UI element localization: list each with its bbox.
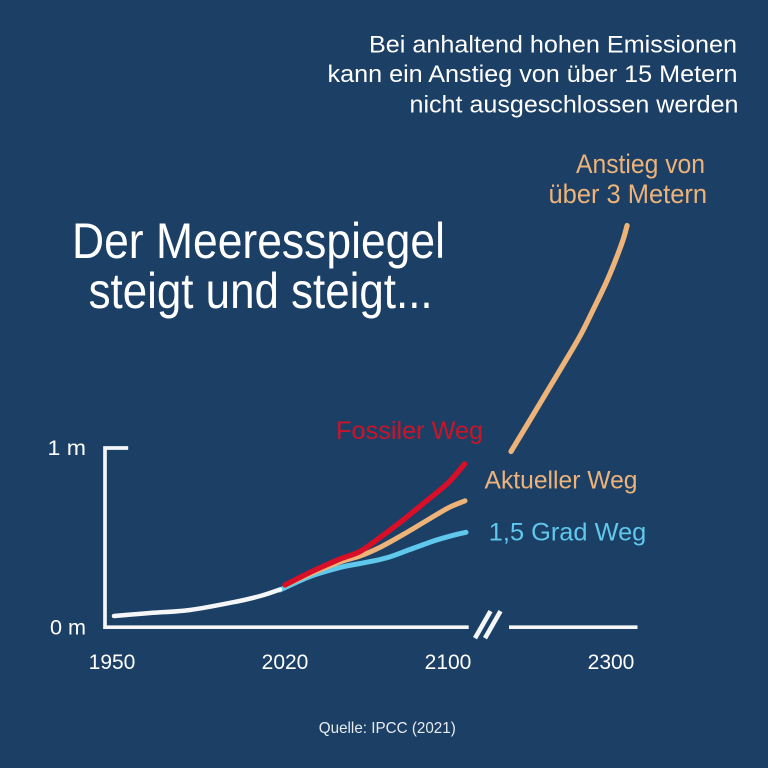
svg-text:Fossiler Weg: Fossiler Weg xyxy=(336,417,483,445)
svg-text:2020: 2020 xyxy=(262,651,309,674)
svg-text:über 3 Metern: über 3 Metern xyxy=(549,179,708,209)
svg-text:1 m: 1 m xyxy=(48,437,87,460)
svg-text:1,5 Grad Weg: 1,5 Grad Weg xyxy=(489,519,647,547)
svg-text:2100: 2100 xyxy=(425,651,472,674)
svg-text:Bei anhaltend hohen Emissionen: Bei anhaltend hohen Emissionen xyxy=(369,32,737,59)
svg-text:steigt und steigt...: steigt und steigt... xyxy=(89,263,433,319)
svg-text:Aktueller Weg: Aktueller Weg xyxy=(485,466,638,494)
svg-text:kann ein Anstieg von über 15 M: kann ein Anstieg von über 15 Metern xyxy=(328,61,738,88)
svg-text:1950: 1950 xyxy=(89,651,136,674)
svg-text:Der Meeresspiegel: Der Meeresspiegel xyxy=(72,213,445,269)
svg-text:nicht ausgeschlossen werden: nicht ausgeschlossen werden xyxy=(410,92,739,119)
svg-text:0 m: 0 m xyxy=(50,617,86,640)
svg-text:Quelle: IPCC (2021): Quelle: IPCC (2021) xyxy=(319,720,456,737)
svg-text:Anstieg von: Anstieg von xyxy=(576,149,705,179)
svg-text:2300: 2300 xyxy=(588,651,635,674)
